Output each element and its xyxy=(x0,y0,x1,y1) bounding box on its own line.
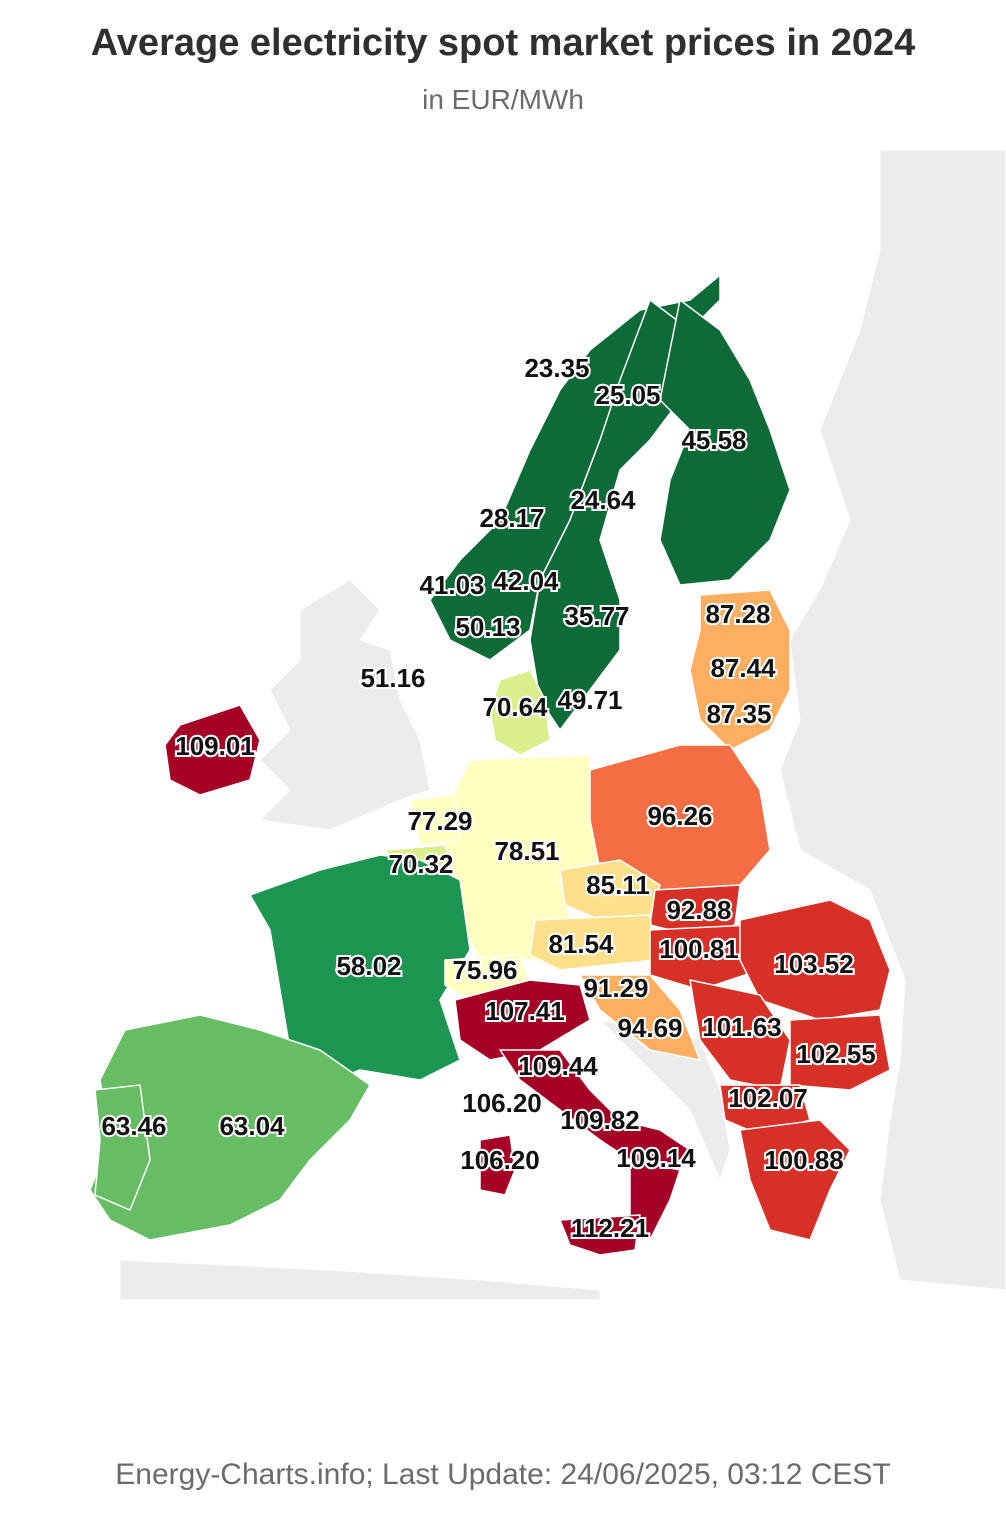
price-label-it_csud: 109.82 xyxy=(560,1105,640,1135)
region-poland xyxy=(589,744,771,891)
region-netherlands xyxy=(409,794,461,846)
map-title: Average electricity spot market prices i… xyxy=(90,22,916,64)
region-portugal xyxy=(94,1084,151,1211)
price-label-es: 63.04 xyxy=(219,1111,285,1141)
price-label-it_sicily: 112.21 xyxy=(571,1213,649,1243)
price-label-fi: 45.58 xyxy=(681,425,746,455)
region-slovenia-croatia xyxy=(579,974,701,1061)
region-ireland xyxy=(164,704,261,796)
price-label-ch: 75.96 xyxy=(452,955,517,985)
price-label-it_sard: 106.20 xyxy=(460,1145,540,1175)
price-label-gb: 51.16 xyxy=(360,663,425,693)
region-romania xyxy=(739,899,891,1021)
map-source-footer: Energy-Charts.info; Last Update: 24/06/2… xyxy=(115,1458,891,1491)
region-italy-south xyxy=(629,1159,681,1241)
price-label-no4: 23.35 xyxy=(524,353,589,383)
region-austria xyxy=(529,914,656,971)
region-bulgaria xyxy=(789,1014,891,1091)
price-label-hu: 100.81 xyxy=(659,934,739,964)
price-label-ro: 103.52 xyxy=(774,949,854,979)
region-finland xyxy=(659,299,791,586)
region-greece xyxy=(739,1119,851,1241)
price-label-ie: 109.01 xyxy=(175,731,255,761)
price-label-it_cnor: 109.44 xyxy=(518,1051,598,1081)
land-east-europe xyxy=(779,149,1006,1291)
price-regions xyxy=(89,274,891,1256)
region-baltics xyxy=(689,589,791,751)
price-label-it_sud: 109.14 xyxy=(616,1143,696,1173)
price-label-cz: 85.11 xyxy=(586,870,650,900)
price-label-pt: 63.46 xyxy=(101,1111,166,1141)
price-label-fr: 58.02 xyxy=(336,951,401,981)
price-label-bg: 102.55 xyxy=(796,1039,876,1069)
region-sardinia xyxy=(479,1134,516,1196)
price-label-rs: 101.63 xyxy=(702,1012,782,1042)
price-label-at: 81.54 xyxy=(548,929,614,959)
price-label-it_north: 107.41 xyxy=(485,996,565,1026)
price-label-pl: 96.26 xyxy=(647,801,712,831)
region-hungary xyxy=(649,924,761,991)
price-label-no1: 42.04 xyxy=(493,566,559,596)
region-sicily xyxy=(559,1214,641,1256)
price-label-be: 70.32 xyxy=(388,849,453,879)
land-north-africa xyxy=(119,1259,601,1301)
region-france xyxy=(249,854,471,1091)
price-label-nl: 77.29 xyxy=(407,806,472,836)
price-label-mk: 102.07 xyxy=(728,1083,808,1113)
price-label-lt: 87.35 xyxy=(706,699,771,729)
price-label-dk: 70.64 xyxy=(482,692,548,722)
price-label-lv: 87.44 xyxy=(710,653,776,683)
region-italy-north xyxy=(454,979,591,1061)
price-label-de: 78.51 xyxy=(494,836,559,866)
price-label-ee: 87.28 xyxy=(705,599,770,629)
region-sweden xyxy=(529,299,691,731)
price-label-se2: 24.64 xyxy=(570,485,636,515)
price-label-se3: 35.77 xyxy=(564,601,629,631)
price-label-se1: 25.05 xyxy=(595,380,660,410)
price-label-no3: 28.17 xyxy=(479,503,544,533)
region-denmark xyxy=(489,669,551,756)
price-label-si: 91.29 xyxy=(583,973,648,1003)
price-label-no5: 41.03 xyxy=(419,570,484,600)
price-label-gr: 100.88 xyxy=(764,1145,844,1175)
region-italy-centre xyxy=(499,1049,691,1181)
price-label-hr: 94.69 xyxy=(617,1013,682,1043)
price-label-it_sard_north: 106.20 xyxy=(462,1088,542,1118)
land-great-britain xyxy=(258,579,431,831)
map-subtitle: in EUR/MWh xyxy=(422,84,584,115)
price-label-sk: 92.88 xyxy=(666,895,731,925)
price-label-no2: 50.13 xyxy=(455,612,520,642)
price-label-se4: 49.71 xyxy=(557,685,622,715)
